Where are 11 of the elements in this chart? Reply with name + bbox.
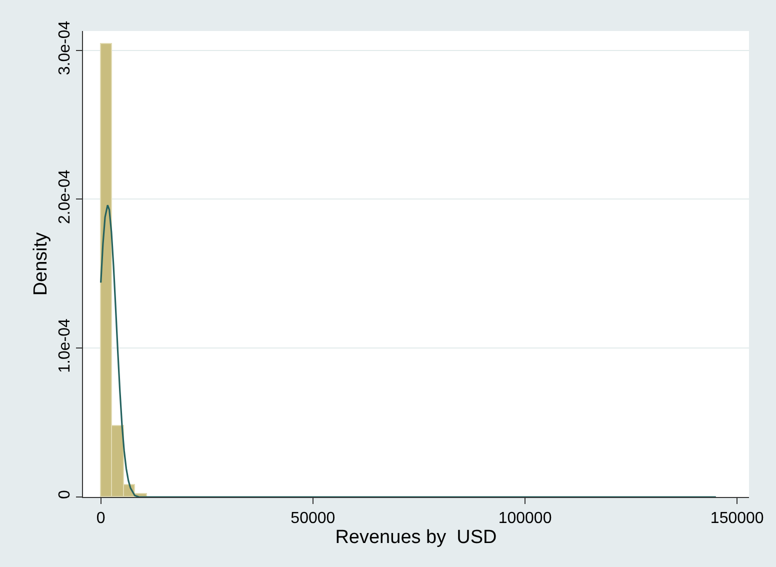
y-tick-label: 1.0e-04 xyxy=(56,318,74,373)
x-tick-label: 100000 xyxy=(498,510,552,528)
y-tick-label: 3.0e-04 xyxy=(56,20,74,76)
x-tick-label: 50000 xyxy=(290,510,336,528)
y-tick-label: 0 xyxy=(56,490,74,500)
y-tick-label: 2.0e-04 xyxy=(56,170,74,224)
x-axis-title: Revenues by USD xyxy=(335,527,497,548)
x-tick-label: 150000 xyxy=(710,510,764,528)
line-series xyxy=(100,204,717,497)
x-tick-label: 0 xyxy=(96,510,106,528)
y-axis-title: Density xyxy=(30,232,52,296)
